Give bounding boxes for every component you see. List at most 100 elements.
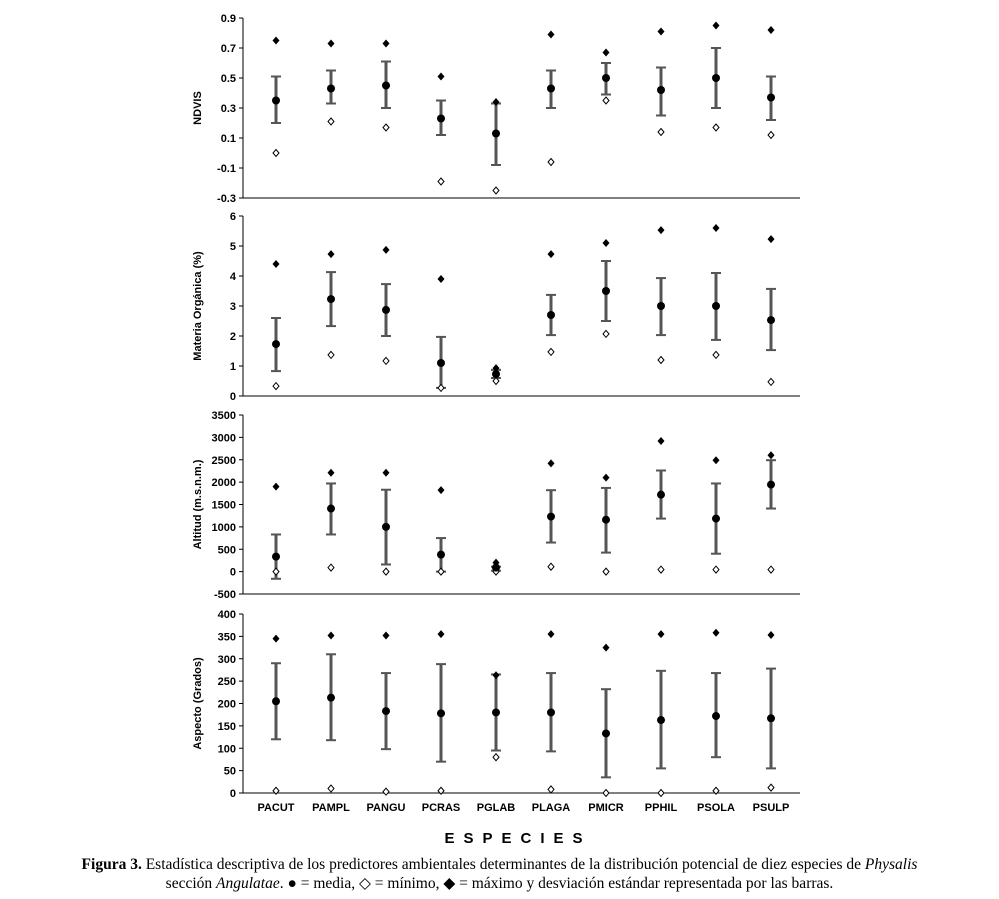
max-marker	[492, 98, 500, 106]
max-marker	[382, 631, 390, 640]
min-marker	[602, 567, 610, 576]
y-tick-label: -0.1	[217, 163, 236, 175]
mean-marker	[657, 302, 665, 310]
max-marker	[657, 436, 665, 445]
min-marker	[492, 376, 500, 386]
caption-genus: Physalis	[864, 856, 918, 873]
y-tick-label: 0.3	[221, 103, 236, 115]
min-marker	[712, 786, 720, 796]
x-tick-label: PSULP	[753, 802, 790, 814]
min-marker	[602, 329, 610, 339]
caption-label: Figura 3.	[81, 856, 142, 873]
max-marker	[437, 630, 445, 639]
mean-marker	[712, 74, 720, 82]
y-tick-label: 0	[230, 788, 236, 800]
mean-marker	[382, 305, 390, 314]
mean-marker	[272, 96, 280, 105]
max-marker	[767, 235, 775, 244]
x-tick-label: PGLAB	[477, 802, 516, 814]
y-axis-label: Aspecto (Grados)	[192, 657, 204, 750]
min-marker	[327, 117, 335, 126]
min-marker	[547, 785, 555, 794]
max-marker	[657, 27, 665, 36]
caption-text: Estadística descriptiva de los predictor…	[141, 856, 865, 873]
min-marker	[437, 567, 445, 576]
min-marker	[602, 96, 610, 105]
mean-marker	[602, 74, 610, 82]
mean-marker	[327, 295, 335, 304]
mean-marker	[437, 359, 445, 367]
mean-marker	[712, 302, 720, 310]
mean-marker	[327, 504, 335, 513]
min-marker	[327, 350, 335, 360]
mean-marker	[492, 370, 500, 379]
y-tick-label: 0	[230, 567, 236, 579]
min-marker	[547, 347, 555, 357]
mean-marker	[712, 514, 720, 523]
mean-marker	[547, 512, 555, 521]
max-marker	[492, 364, 500, 373]
max-marker	[602, 643, 610, 652]
y-tick-label: 2000	[212, 477, 236, 489]
mean-marker	[602, 515, 610, 524]
y-tick-label: 3	[230, 301, 236, 313]
mean-marker	[767, 480, 775, 489]
max-marker	[712, 628, 720, 637]
max-marker	[327, 468, 335, 477]
max-marker	[547, 630, 555, 639]
min-marker	[712, 350, 720, 360]
y-tick-label: 0.9	[221, 13, 236, 25]
max-marker	[657, 630, 665, 639]
chart: ESPECIES -0.3 -0.1 0.1 0.3 0.5 0.7 0.9 NDVIS 0 1 2…	[192, 13, 800, 847]
max-marker	[712, 224, 720, 232]
min-marker	[272, 148, 280, 158]
mean-marker	[272, 552, 280, 561]
x-tick-label: PMICR	[588, 802, 624, 814]
mean-marker	[437, 114, 445, 123]
y-tick-label: 1000	[212, 522, 236, 534]
min-marker	[272, 567, 280, 576]
mean-marker	[437, 550, 445, 559]
mean-marker	[547, 708, 555, 717]
x-tick-label: PSOLA	[697, 802, 735, 814]
min-marker	[437, 177, 445, 186]
y-tick-label: -0.3	[217, 193, 236, 205]
y-tick-label: 3500	[212, 410, 236, 422]
y-tick-label: 300	[218, 654, 236, 666]
x-tick-label: PACUT	[257, 802, 294, 814]
max-marker	[437, 72, 445, 81]
y-tick-label: 0.5	[221, 73, 236, 85]
min-marker	[712, 123, 720, 132]
caption-legend: . ● = media, ◇ = mínimo, ◆ = máximo y de…	[279, 875, 834, 892]
y-tick-label: 4	[230, 271, 237, 283]
caption-section: Angulatae	[216, 875, 280, 892]
figure-caption: Figura 3. Estadística descriptiva de los…	[0, 855, 999, 893]
max-marker	[327, 39, 335, 48]
y-tick-label: -500	[214, 589, 236, 601]
max-marker	[547, 250, 555, 259]
y-tick-label: 0.1	[221, 133, 236, 145]
min-marker	[382, 123, 390, 132]
y-tick-label: 5	[230, 241, 236, 253]
min-marker	[492, 186, 500, 195]
x-tick-label: PANGU	[367, 802, 406, 814]
max-marker	[602, 239, 610, 247]
y-tick-label: 400	[218, 609, 236, 621]
min-marker	[767, 130, 775, 140]
max-marker	[272, 482, 280, 491]
min-marker	[602, 788, 610, 798]
max-marker	[657, 226, 665, 235]
min-marker	[272, 786, 280, 796]
min-marker	[437, 383, 445, 393]
y-axis-label: Altitud (m.s.n.m.)	[192, 459, 204, 549]
y-tick-label: 200	[218, 699, 236, 711]
min-marker	[767, 565, 775, 574]
max-marker	[767, 451, 775, 460]
mean-marker	[767, 93, 775, 102]
min-marker	[657, 565, 665, 574]
mean-marker	[272, 697, 280, 706]
max-marker	[272, 36, 280, 45]
max-marker	[767, 631, 775, 640]
mean-marker	[547, 84, 555, 93]
max-marker	[382, 245, 390, 254]
